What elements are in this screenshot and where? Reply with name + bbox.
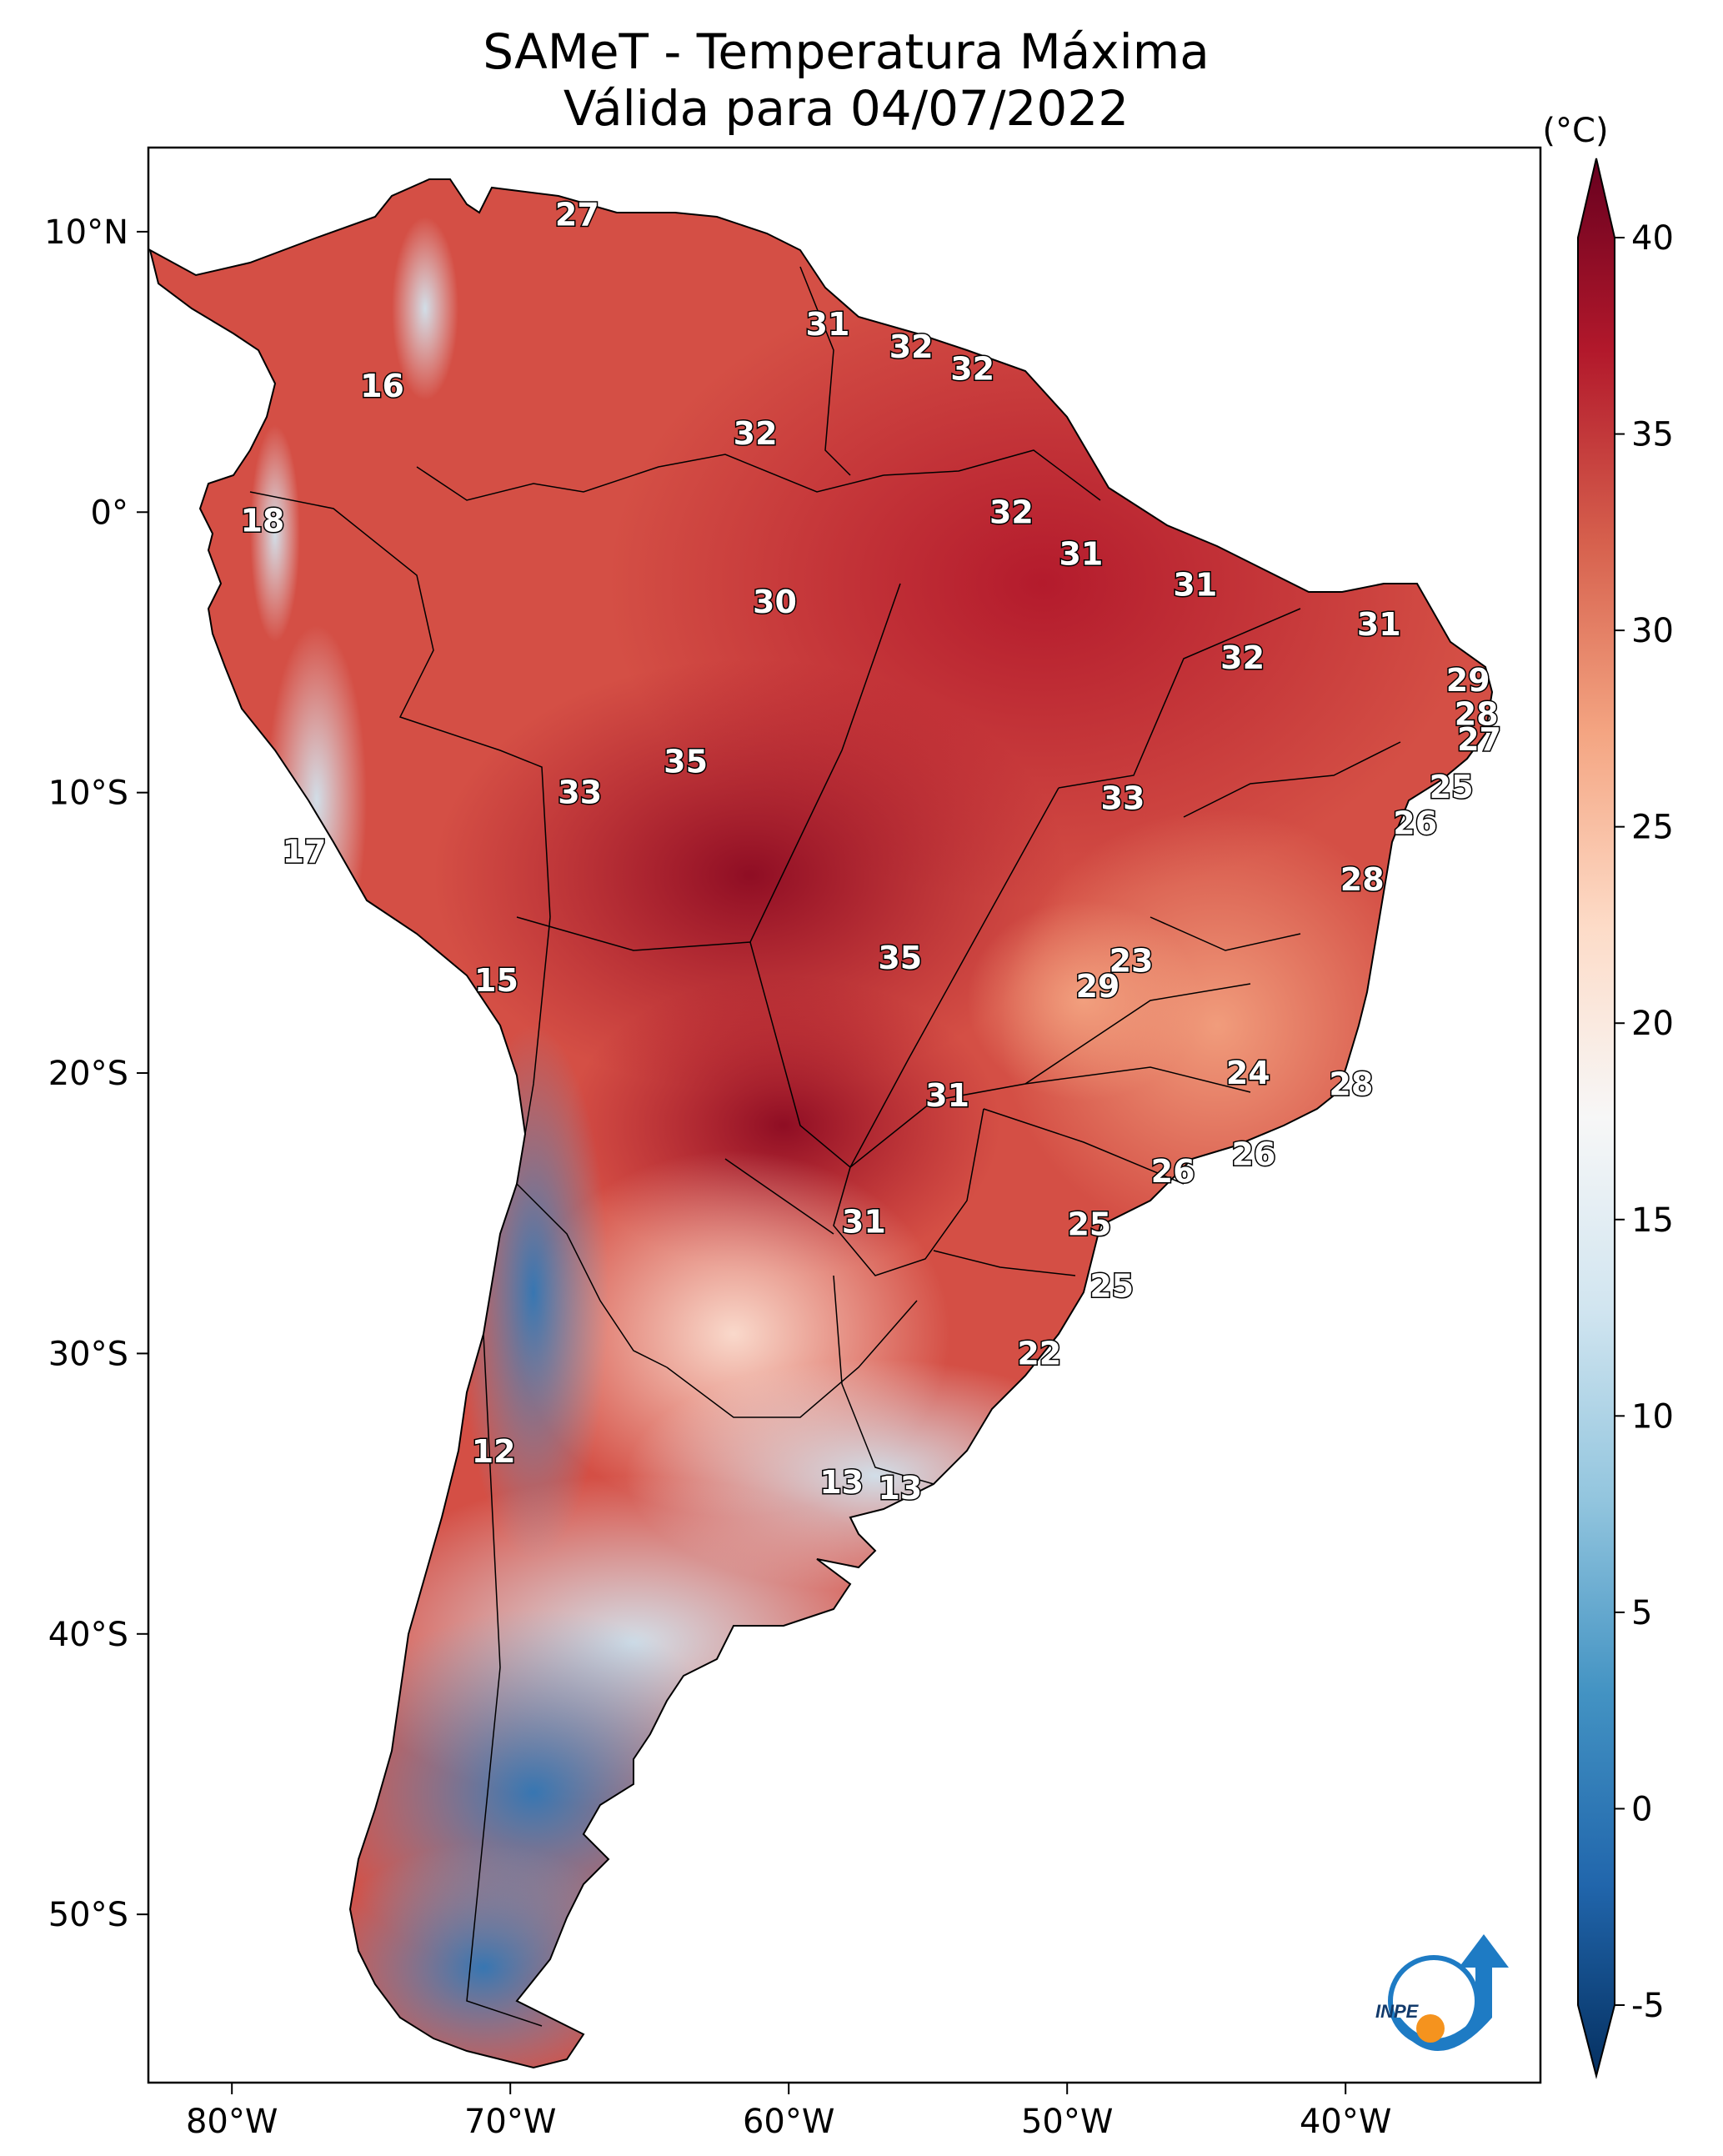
colorbar-tick-label: 20 — [1631, 1005, 1674, 1043]
temperature-label: 26 — [1393, 805, 1437, 842]
y-tick-label: 40°S — [48, 1616, 128, 1654]
colorbar-tick-label: 40 — [1631, 219, 1674, 258]
logo-text: INPE — [1375, 2001, 1420, 2022]
temperature-label: 18 — [240, 502, 284, 539]
temperature-label: 15 — [474, 962, 518, 999]
temperature-label: 35 — [878, 940, 922, 976]
temperature-label: 32 — [989, 494, 1034, 530]
temperature-label: 35 — [664, 744, 708, 780]
temperature-label: 31 — [1357, 606, 1401, 643]
temperature-labels: 2716183132323232313131303229282725262835… — [239, 195, 1502, 1507]
y-tick-label: 50°S — [48, 1896, 128, 1934]
colorbar-tick-label: 25 — [1631, 809, 1674, 847]
colorbar-tick-label: -5 — [1631, 1987, 1665, 2025]
y-tick-label: 10°S — [48, 775, 128, 813]
map-title: SAMeT - Temperatura Máxima — [483, 23, 1210, 80]
temperature-label: 13 — [878, 1470, 922, 1507]
colorbar-unit: (°C) — [1542, 112, 1608, 150]
map-subtitle: Válida para 04/07/2022 — [563, 80, 1129, 137]
colorbar-tick-label: 0 — [1631, 1790, 1652, 1828]
x-tick-label: 50°W — [1021, 2103, 1113, 2141]
colorbar-tick-label: 10 — [1631, 1397, 1674, 1436]
temperature-label: 27 — [555, 197, 599, 233]
colorbar-tick-label: 35 — [1631, 416, 1674, 454]
colorbar-ticks: 40 35 30 25 20 15 10 5 0 -5 — [1615, 219, 1674, 2025]
temperature-label: 24 — [1226, 1055, 1270, 1091]
temperature-label: 28 — [1340, 861, 1385, 898]
temperature-label: 32 — [889, 328, 934, 365]
temperature-label: 29 — [1075, 968, 1119, 1005]
border-lines — [249, 266, 1401, 2027]
temperature-label: 27 — [1457, 721, 1501, 758]
x-tick-label: 40°W — [1300, 2103, 1391, 2141]
temperature-label: 32 — [734, 415, 778, 452]
temperature-label: 31 — [925, 1077, 969, 1114]
y-tick-label: 30°S — [48, 1335, 128, 1373]
temperature-label: 25 — [1089, 1268, 1134, 1305]
temperature-label: 31 — [1173, 567, 1217, 604]
temperature-label: 22 — [1017, 1335, 1061, 1371]
temperature-label: 25 — [1067, 1206, 1111, 1243]
x-tick-label: 60°W — [743, 2103, 834, 2141]
temperature-label: 33 — [1101, 780, 1145, 816]
temperature-label: 23 — [1109, 942, 1154, 979]
longitude-ticks: 80°W 70°W 60°W 50°W 40°W — [186, 2083, 1391, 2141]
temperature-label: 31 — [1059, 536, 1103, 573]
colorbar-tick-label: 5 — [1631, 1594, 1652, 1632]
temperature-label: 31 — [806, 306, 850, 343]
x-tick-label: 80°W — [186, 2103, 278, 2141]
temperature-label: 31 — [842, 1203, 886, 1240]
y-tick-label: 0° — [91, 494, 128, 532]
x-tick-label: 70°W — [464, 2103, 556, 2141]
temperature-label: 13 — [819, 1464, 864, 1501]
latitude-ticks: 10°N 0° 10°S 20°S 30°S 40°S 50°S — [44, 213, 148, 1934]
temperature-label: 29 — [1446, 662, 1490, 699]
temperature-label: 26 — [1151, 1153, 1195, 1190]
temperature-label: 33 — [558, 775, 602, 811]
temperature-label: 28 — [1329, 1065, 1373, 1102]
temperature-label: 32 — [950, 351, 994, 388]
y-tick-label: 10°N — [44, 213, 128, 252]
colorbar-tick-label: 30 — [1631, 612, 1674, 650]
temperature-label: 25 — [1430, 769, 1474, 805]
temperature-label: 30 — [753, 584, 797, 620]
y-tick-label: 20°S — [48, 1055, 128, 1093]
colorbar-tick-label: 15 — [1631, 1201, 1674, 1240]
temperature-label: 28 — [1455, 695, 1499, 732]
inpe-logo: INPE — [1375, 1934, 1509, 2051]
temperature-label: 17 — [283, 833, 327, 870]
temperature-label: 26 — [1232, 1136, 1276, 1173]
temperature-label: 32 — [1220, 639, 1265, 676]
map-frame: INPE — [147, 146, 1542, 2084]
temperature-label: 12 — [472, 1433, 516, 1470]
temperature-label: 16 — [360, 368, 404, 404]
colorbar: 40 35 30 25 20 15 10 5 0 -5 (°C) — [1542, 112, 1674, 2079]
